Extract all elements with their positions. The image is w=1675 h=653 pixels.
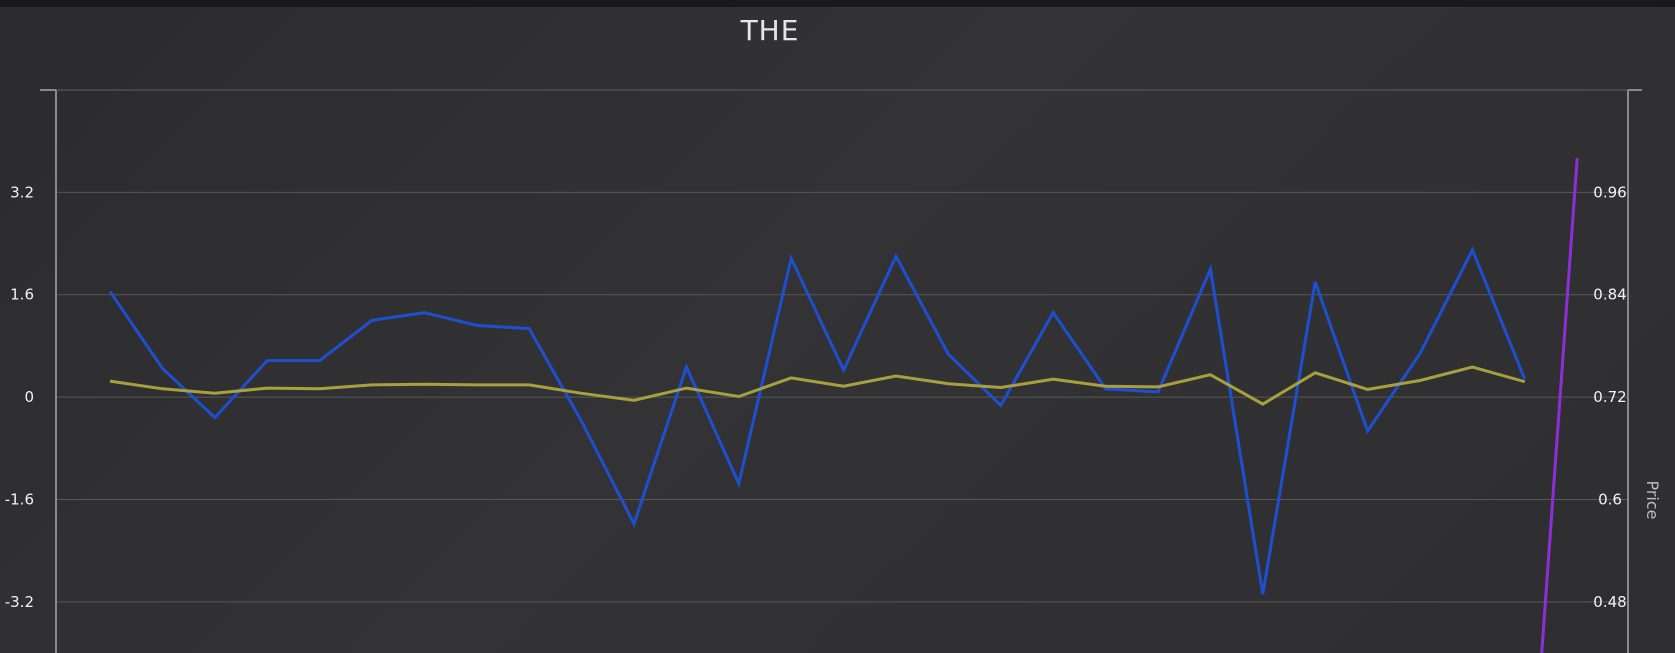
left-tick-label: -1.6	[5, 490, 34, 508]
left-tick-label: 0	[24, 388, 34, 406]
grid-lines	[56, 89, 1628, 603]
right-tick-label: 0.72	[1593, 388, 1626, 406]
right-tick-label: 0.84	[1593, 286, 1626, 304]
chart-panel	[0, 7, 1675, 653]
right-tick-label: 0.6	[1598, 490, 1622, 508]
axes	[40, 89, 1642, 653]
left-tick-label: 3.2	[10, 183, 34, 201]
series-line-3	[1540, 158, 1579, 653]
right-tick-label: 0.96	[1593, 183, 1626, 201]
series-line-2	[109, 365, 1526, 406]
series-line-1	[108, 246, 1527, 595]
right-axis-ticks: 0.96 0.84 0.72 0.6 0.48	[1593, 183, 1626, 610]
chart-title: THE	[740, 14, 800, 47]
left-axis-ticks: 3.2 1.6 0 -1.6 -3.2	[5, 183, 34, 610]
top-bar	[0, 0, 1675, 7]
right-tick-label: 0.48	[1593, 593, 1626, 611]
right-axis-title: Price	[1643, 480, 1662, 519]
left-tick-label: 1.6	[10, 286, 34, 304]
series-lines	[108, 158, 1579, 653]
left-tick-label: -3.2	[5, 593, 34, 611]
